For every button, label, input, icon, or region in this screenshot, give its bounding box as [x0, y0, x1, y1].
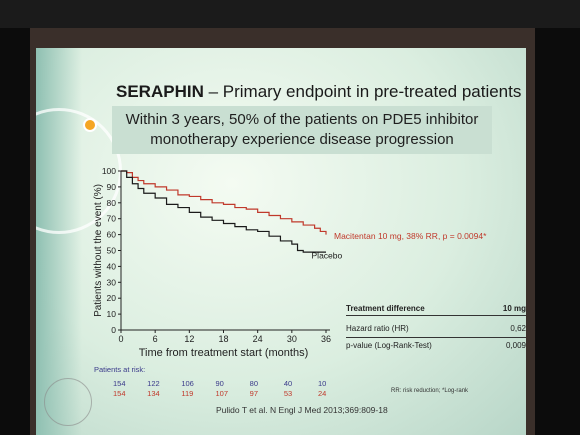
- risk-row-placebo-cell: 24: [318, 389, 327, 398]
- risk-row-macitentan-cell: 154: [113, 379, 126, 388]
- presentation-slide: SERAPHIN – Primary endpoint in pre-treat…: [36, 48, 526, 435]
- treatment-row-value: 0,009: [505, 341, 526, 350]
- x-tick-label: 24: [253, 334, 263, 344]
- y-tick-label: 70: [107, 214, 117, 224]
- risk-row-macitentan-cell: 10: [318, 379, 327, 388]
- treatment-difference-table: Treatment difference 10 mg Hazard ratio …: [346, 304, 526, 352]
- chart-lines: [121, 170, 327, 253]
- chart-labels: Macitentan 10 mg, 38% RR, p = 0.0094* Pla…: [93, 184, 487, 359]
- placebo-series-label: Placebo: [312, 251, 343, 261]
- y-tick-label: 40: [107, 261, 117, 271]
- risk-row-placebo-cell: 97: [249, 389, 258, 398]
- y-tick-label: 0: [111, 325, 116, 335]
- placebo-series-line: [121, 170, 326, 253]
- x-tick-label: 12: [184, 334, 194, 344]
- risk-row-macitentan-cell: 80: [249, 379, 258, 388]
- risk-row-placebo-cell: 154: [113, 389, 126, 398]
- chart-ticks: 0 6 12 18 24 30 36 0 10 20 30 40 50 60 70 80 90 100: [102, 166, 331, 344]
- treatment-row-label: Hazard ratio (HR): [346, 324, 409, 333]
- treatment-header-label: Treatment difference: [346, 304, 425, 313]
- treatment-row-p-value: p-value (Log-Rank-Test) 0,009: [346, 337, 526, 352]
- macitentan-series-line: [121, 170, 327, 235]
- treatment-row-label: p-value (Log-Rank-Test): [346, 341, 432, 350]
- slide-subtitle: Within 3 years, 50% of the patients on P…: [112, 106, 492, 154]
- slide-citation: Pulido T et al. N Engl J Med 2013;369:80…: [216, 405, 388, 415]
- slide-subtitle-line1: Within 3 years, 50% of the patients on P…: [125, 111, 479, 128]
- x-tick-label: 36: [321, 334, 331, 344]
- treatment-row-value: 0,62: [510, 324, 526, 333]
- y-tick-label: 50: [107, 246, 117, 256]
- kaplan-meier-chart: 0 6 12 18 24 30 36 0 10 20 30 40 50 60 70 80 90 100 Macit…: [93, 166, 487, 359]
- patients-at-risk-label: Patients at risk:: [94, 365, 146, 374]
- risk-row-placebo-cell: 119: [181, 389, 194, 398]
- risk-row-macitentan-cell: 90: [215, 379, 224, 388]
- y-tick-label: 20: [107, 293, 117, 303]
- room-background: [0, 0, 580, 28]
- slide-subtitle-line2: monotherapy experience disease progressi…: [150, 131, 454, 148]
- slide-title-text: – Primary endpoint in pre-treated patien…: [203, 82, 522, 101]
- slide-footnote: RR: risk reduction; *Log-rank: [391, 388, 469, 394]
- y-axis-title: Patients without the event (%): [93, 184, 104, 317]
- risk-row-macitentan-cell: 40: [283, 379, 293, 388]
- treatment-row-hazard-ratio: Hazard ratio (HR) 0,62: [346, 322, 526, 335]
- x-tick-label: 0: [118, 334, 123, 344]
- risk-row-placebo-cell: 134: [147, 389, 160, 398]
- x-tick-label: 30: [287, 334, 297, 344]
- x-tick-label: 18: [218, 334, 228, 344]
- macitentan-series-label: Macitentan 10 mg, 38% RR, p = 0.0094*: [334, 231, 487, 241]
- risk-row-macitentan-cell: 106: [181, 379, 194, 388]
- slide-title: SERAPHIN – Primary endpoint in pre-treat…: [116, 82, 521, 102]
- y-tick-label: 80: [107, 198, 117, 208]
- risk-row-placebo-cell: 107: [215, 389, 229, 398]
- x-tick-label: 6: [153, 334, 158, 344]
- risk-row-macitentan-cell: 122: [147, 379, 160, 388]
- slide-title-brand: SERAPHIN: [116, 82, 204, 101]
- treatment-header-value: 10 mg: [502, 304, 526, 313]
- university-seal-logo: [44, 378, 92, 426]
- y-tick-label: 100: [102, 166, 116, 176]
- y-tick-label: 60: [107, 230, 117, 240]
- y-tick-label: 10: [107, 309, 117, 319]
- y-tick-label: 90: [107, 182, 117, 192]
- decorative-dot: [83, 118, 97, 132]
- risk-row-placebo-cell: 53: [283, 389, 293, 398]
- y-tick-label: 30: [107, 277, 117, 287]
- x-axis-title: Time from treatment start (months): [139, 347, 309, 359]
- treatment-table-header: Treatment difference 10 mg: [346, 304, 526, 316]
